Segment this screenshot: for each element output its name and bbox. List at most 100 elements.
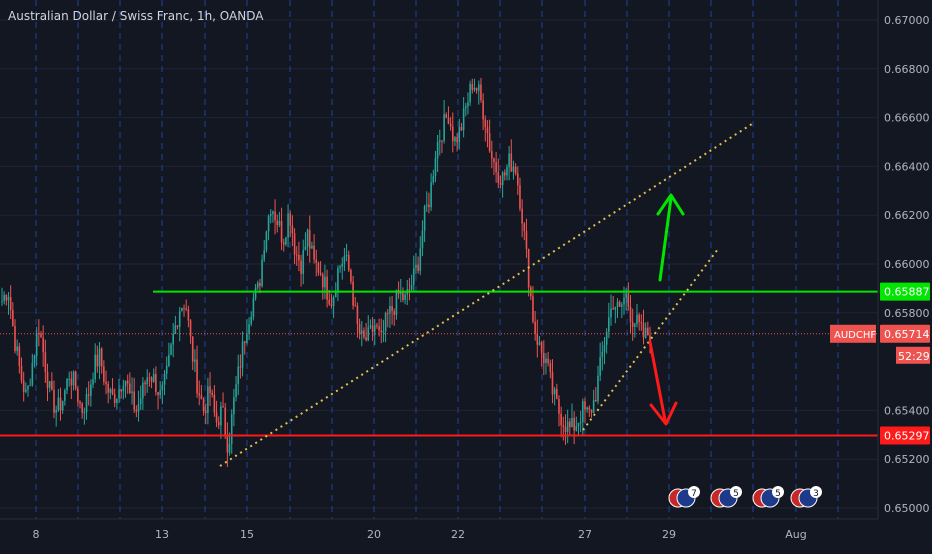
candle-body (458, 126, 461, 143)
candle-body (330, 304, 333, 307)
candle-body (53, 389, 55, 413)
candle-body (477, 84, 480, 91)
candle-body (525, 230, 528, 250)
candle-body (148, 377, 151, 379)
candle-body (402, 291, 404, 300)
candle-body (538, 342, 541, 345)
x-tick-label: 29 (662, 528, 676, 541)
candle-body (339, 266, 341, 269)
candle-body (371, 325, 374, 332)
candle-body (408, 289, 411, 291)
candle-body (233, 397, 235, 415)
candle-body (269, 213, 272, 216)
x-tick-label: 15 (240, 528, 254, 541)
candle-body (263, 250, 266, 260)
candle-body (556, 388, 558, 399)
candle-body (647, 327, 649, 336)
candle-body (629, 306, 632, 323)
candle-body (83, 412, 86, 414)
candle-body (217, 422, 220, 426)
candle-body (553, 388, 556, 395)
candle-body (308, 229, 311, 249)
candle-body (464, 106, 467, 109)
candle-body (300, 260, 302, 274)
candle-body (61, 400, 64, 411)
candle-body (445, 114, 448, 118)
event-count-label: 5 (775, 489, 781, 499)
candle-body (250, 316, 253, 325)
candle-body (350, 270, 352, 282)
candle-body (64, 390, 66, 401)
arrow-down-head (649, 401, 678, 426)
candle-body (118, 389, 120, 399)
candle-body (126, 380, 129, 384)
candle-body (519, 185, 521, 209)
candle-body (571, 417, 573, 428)
candle-body (566, 421, 569, 432)
candle-body (543, 352, 545, 364)
candle-body (623, 297, 625, 305)
candle-body (109, 389, 112, 393)
candle-body (380, 330, 383, 332)
candle-body (161, 384, 164, 391)
event-count-label: 5 (733, 489, 739, 499)
candle-body (391, 305, 393, 312)
candle-body (220, 406, 222, 426)
candle-body (382, 331, 385, 333)
candle-body (129, 383, 131, 393)
candle-body (48, 381, 51, 388)
candle-body (432, 176, 435, 183)
candle-body (564, 426, 567, 432)
candle-body (421, 230, 424, 249)
candle-body (324, 276, 326, 288)
candle-body (393, 311, 396, 315)
arrow-up-head (656, 193, 685, 216)
price-axis[interactable]: 0.67000 0.66800 0.66600 0.66400 0.66200 0.660… (884, 14, 930, 515)
candle-body (191, 336, 194, 362)
candle-body (610, 308, 612, 318)
candle-body (20, 365, 23, 381)
candles (1, 77, 651, 468)
candle-body (207, 386, 209, 414)
candle-body (588, 407, 591, 410)
candle-body (501, 172, 504, 185)
candle-body (341, 263, 344, 267)
event-badges[interactable]: 7 5 5 3 (668, 486, 822, 508)
candle-body (122, 386, 125, 392)
candle-body (94, 354, 96, 380)
candle-body (202, 399, 205, 411)
candle-body (356, 305, 359, 324)
candle-body (317, 262, 320, 273)
candle-body (142, 382, 144, 399)
candle-body (384, 313, 387, 332)
candle-body (226, 434, 229, 453)
candle-body (120, 389, 122, 392)
last-price-label-bg (880, 324, 930, 343)
candle-body (616, 301, 619, 308)
candle-body (638, 314, 640, 323)
candle-body (347, 254, 350, 271)
candle-body (29, 385, 31, 387)
candle-body (81, 403, 83, 413)
candle-body (334, 292, 337, 298)
candle-body (85, 394, 88, 413)
candle-body (35, 333, 38, 356)
candle-body (55, 409, 57, 413)
time-axis[interactable]: 8 13 15 20 22 27 29 Aug (33, 528, 807, 541)
candle-body (562, 425, 565, 427)
candle-body (72, 371, 75, 386)
candle-body (625, 293, 627, 298)
candle-body (636, 314, 638, 325)
candle-body (259, 282, 261, 287)
candle-body (367, 327, 370, 341)
candle-body (135, 409, 138, 412)
candle-body (521, 208, 523, 224)
candle-body (168, 354, 170, 366)
candle-body (105, 381, 107, 384)
candle-body (577, 422, 580, 427)
candle-body (389, 305, 391, 314)
candle-body (471, 84, 474, 90)
candle-body (194, 359, 196, 362)
